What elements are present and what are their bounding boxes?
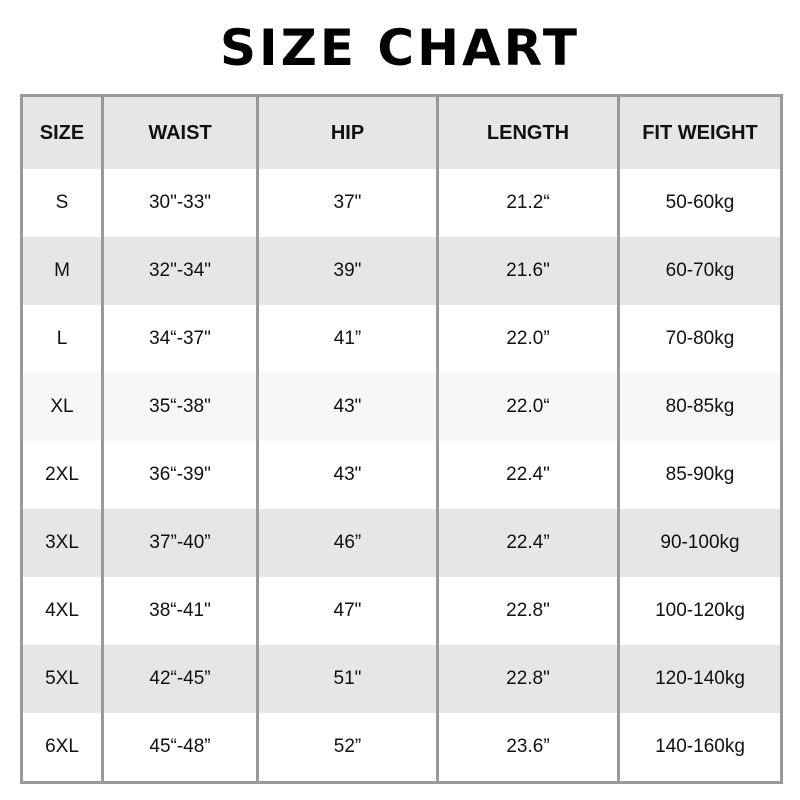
cell-hip: 43" <box>256 373 439 441</box>
cell-size: 6XL <box>20 713 104 783</box>
cell-waist: 45“-48” <box>101 713 259 783</box>
header-waist: WAIST <box>101 95 259 169</box>
cell-length: 22.8" <box>436 645 620 713</box>
header-fit-weight: FIT WEIGHT <box>617 95 783 169</box>
cell-size: 5XL <box>20 645 104 713</box>
cell-waist: 42“-45” <box>101 645 259 713</box>
cell-size: S <box>20 169 104 237</box>
header-size: SIZE <box>20 95 104 169</box>
cell-fit-weight: 70-80kg <box>617 305 783 373</box>
cell-fit-weight: 50-60kg <box>617 169 783 237</box>
cell-length: 23.6” <box>436 713 620 783</box>
table-row: 4XL 38“-41" 47" 22.8" 100-120kg <box>20 577 783 645</box>
cell-size: 3XL <box>20 509 104 577</box>
cell-fit-weight: 60-70kg <box>617 237 783 305</box>
cell-length: 22.4" <box>436 441 620 509</box>
cell-length: 22.4” <box>436 509 620 577</box>
table-row: M 32"-34" 39" 21.6" 60-70kg <box>20 237 783 305</box>
cell-length: 22.8" <box>436 577 620 645</box>
cell-fit-weight: 90-100kg <box>617 509 783 577</box>
cell-hip: 37" <box>256 169 439 237</box>
cell-size: M <box>20 237 104 305</box>
cell-hip: 52” <box>256 713 439 783</box>
cell-length: 21.2“ <box>436 169 620 237</box>
header-row: SIZE WAIST HIP LENGTH FIT WEIGHT <box>20 95 783 169</box>
cell-hip: 39" <box>256 237 439 305</box>
cell-waist: 37”-40” <box>101 509 259 577</box>
cell-waist: 36“-39" <box>101 441 259 509</box>
cell-size: 4XL <box>20 577 104 645</box>
table-row: 6XL 45“-48” 52” 23.6” 140-160kg <box>20 713 783 783</box>
cell-length: 21.6" <box>436 237 620 305</box>
cell-fit-weight: 85-90kg <box>617 441 783 509</box>
table-row: XL 35“-38" 43" 22.0“ 80-85kg <box>20 373 783 441</box>
cell-size: L <box>20 305 104 373</box>
cell-waist: 30"-33" <box>101 169 259 237</box>
cell-waist: 35“-38" <box>101 373 259 441</box>
cell-waist: 38“-41" <box>101 577 259 645</box>
cell-fit-weight: 140-160kg <box>617 713 783 783</box>
cell-length: 22.0“ <box>436 373 620 441</box>
cell-fit-weight: 120-140kg <box>617 645 783 713</box>
cell-fit-weight: 100-120kg <box>617 577 783 645</box>
cell-waist: 34“-37" <box>101 305 259 373</box>
table-row: L 34“-37" 41” 22.0” 70-80kg <box>20 305 783 373</box>
cell-hip: 43" <box>256 441 439 509</box>
cell-fit-weight: 80-85kg <box>617 373 783 441</box>
cell-hip: 47" <box>256 577 439 645</box>
header-length: LENGTH <box>436 95 620 169</box>
cell-size: 2XL <box>20 441 104 509</box>
table-row: S 30"-33" 37" 21.2“ 50-60kg <box>20 169 783 237</box>
cell-size: XL <box>20 373 104 441</box>
cell-hip: 51" <box>256 645 439 713</box>
table-row: 2XL 36“-39" 43" 22.4" 85-90kg <box>20 441 783 509</box>
cell-hip: 41” <box>256 305 439 373</box>
table-row: 3XL 37”-40” 46” 22.4” 90-100kg <box>20 509 783 577</box>
cell-waist: 32"-34" <box>101 237 259 305</box>
cell-hip: 46” <box>256 509 439 577</box>
size-chart-table: SIZE WAIST HIP LENGTH FIT WEIGHT S 30"-33… <box>20 94 783 784</box>
page-title: SIZE CHART <box>219 19 581 77</box>
table-row: 5XL 42“-45” 51" 22.8" 120-140kg <box>20 645 783 713</box>
cell-length: 22.0” <box>436 305 620 373</box>
header-hip: HIP <box>256 95 439 169</box>
